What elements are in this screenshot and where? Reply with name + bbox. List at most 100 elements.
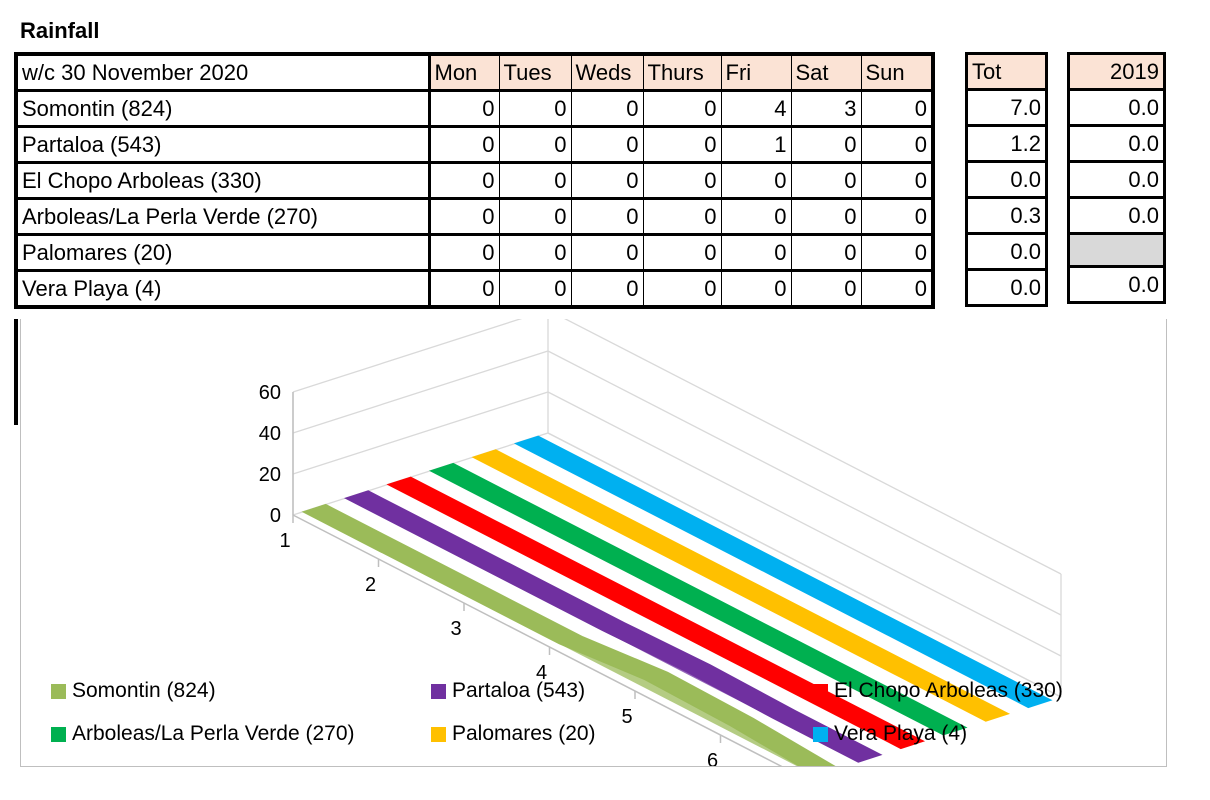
y-tick-label: 40 [259,423,281,445]
rainfall-cell: 0 [642,269,722,309]
rainfall-cell: 3 [790,89,862,128]
rainfall-cell: 0 [860,125,934,164]
rainfall-cell: 0 [498,269,572,309]
rainfall-cell: 0 [428,125,500,164]
day-header: Mon [428,52,500,92]
rainfall-cell: 0 [498,89,572,128]
rainfall-cell: 0 [498,233,572,272]
table-row: Partaloa (543) 0 0 0 0 1 0 0 [15,125,934,164]
legend-swatch [813,683,828,699]
rainfall-cell: 0 [720,161,792,200]
total-cell: 0.0 [965,160,1048,199]
rainfall-cell: 0 [642,161,722,200]
station-name: Somontin (824) [15,89,431,128]
prev-year-table: 2019 0.0 0.0 0.0 0.0 0.0 [1067,52,1166,304]
x-tick-label: 3 [450,618,461,640]
day-header: Thurs [642,52,722,92]
day-header: Sun [860,52,934,92]
legend-item: Somontin (824) [51,679,216,703]
station-name: El Chopo Arboleas (330) [15,161,431,200]
rainfall-cell: 0 [790,161,862,200]
x-tick-label: 6 [707,750,718,766]
table-row: 0.0 [1067,124,1166,163]
rainfall-cell: 0 [570,161,644,200]
legend-swatch [51,726,66,742]
series-area [301,503,836,766]
rainfall-cell: 0 [428,197,500,236]
x-tick-label: 4 [536,662,547,684]
legend-item: Partaloa (543) [431,679,585,703]
table-row: Palomares (20) 0 0 0 0 0 0 0 [15,233,934,272]
legend-label: Somontin (824) [72,679,216,702]
rainfall-cell: 0 [790,197,862,236]
table-row: 0.0 [1067,160,1166,199]
prev-year-cell: 0.0 [1067,88,1166,127]
legend-swatch [813,726,828,742]
table-row: Vera Playa (4) 0 0 0 0 0 0 0 [15,269,934,309]
series-front-face [302,511,799,766]
legend-label: Palomares (20) [452,722,596,745]
week-label: w/c 30 November 2020 [15,52,431,92]
table-row: 0.0 [1067,196,1166,235]
table-row: 0.0 [965,268,1048,307]
total-cell: 0.0 [965,268,1048,307]
y-tick-label: 60 [259,382,281,404]
table-header-row: w/c 30 November 2020 Mon Tues Weds Thurs Fri S… [15,52,934,92]
rainfall-cell: 0 [428,161,500,200]
page-title: Rainfall [20,18,100,43]
table-header-row: 2019 [1067,52,1166,91]
legend-label: El Chopo Arboleas (330) [834,679,1063,702]
rainfall-cell: 0 [498,161,572,200]
rainfall-cell: 0 [642,197,722,236]
x-tick-label: 1 [279,530,290,552]
y-tick-label: 20 [259,464,281,486]
rainfall-cell: 0 [720,233,792,272]
rainfall-cell: 0 [860,197,934,236]
rainfall-cell: 0 [570,197,644,236]
rainfall-cell: 0 [570,233,644,272]
prev-year-cell: 0.0 [1067,124,1166,163]
total-cell: 0.0 [965,232,1048,271]
series-area [343,490,883,763]
rainfall-3d-area-chart: 02040601234567 [259,319,1062,766]
table-row: Arboleas/La Perla Verde (270) 0 0 0 0 0 0 0 [15,197,934,236]
table-row: Somontin (824) 0 0 0 0 4 3 0 [15,89,934,128]
station-name: Palomares (20) [15,233,431,272]
total-cell: 0.3 [965,196,1048,235]
rainfall-table: w/c 30 November 2020 Mon Tues Weds Thurs Fri S… [14,52,935,309]
table-row: 0.0 [965,232,1048,271]
x-tick-label: 2 [365,574,376,596]
table-row: 1.2 [965,124,1048,163]
legend-label: Vera Playa (4) [834,722,968,745]
total-header: Tot [965,52,1048,91]
y-tick-label: 0 [270,505,281,527]
prev-year-header: 2019 [1067,52,1166,91]
rainfall-cell: 0 [860,233,934,272]
table-row: El Chopo Arboleas (330) 0 0 0 0 0 0 0 [15,161,934,200]
total-table: Tot 7.0 1.2 0.0 0.3 0.0 0.0 [965,52,1048,307]
gridline [292,319,1062,575]
table-row [1067,232,1166,268]
table-row: 0.0 [1067,88,1166,127]
legend-swatch [51,683,66,699]
chart-container: 02040601234567 Somontin (824)Partaloa (5… [20,319,1167,767]
rainfall-cell: 1 [720,125,792,164]
rainfall-cell: 0 [642,89,722,128]
rainfall-cell: 0 [720,269,792,309]
rainfall-cell: 0 [428,233,500,272]
series-front-face [345,498,859,763]
table-header-row: Tot [965,52,1048,91]
prev-year-cell: 0.0 [1067,160,1166,199]
prev-year-cell: 0.0 [1067,196,1166,235]
rainfall-cell: 0 [642,233,722,272]
rainfall-cell: 0 [860,89,934,128]
rainfall-cell: 0 [790,269,862,309]
legend-swatch [431,683,446,699]
series-area [428,462,968,736]
rainfall-cell: 0 [860,161,934,200]
rainfall-cell: 0 [428,89,500,128]
total-cell: 1.2 [965,124,1048,163]
table-row: 0.0 [965,160,1048,199]
station-name: Arboleas/La Perla Verde (270) [15,197,431,236]
rainfall-cell: 0 [570,89,644,128]
